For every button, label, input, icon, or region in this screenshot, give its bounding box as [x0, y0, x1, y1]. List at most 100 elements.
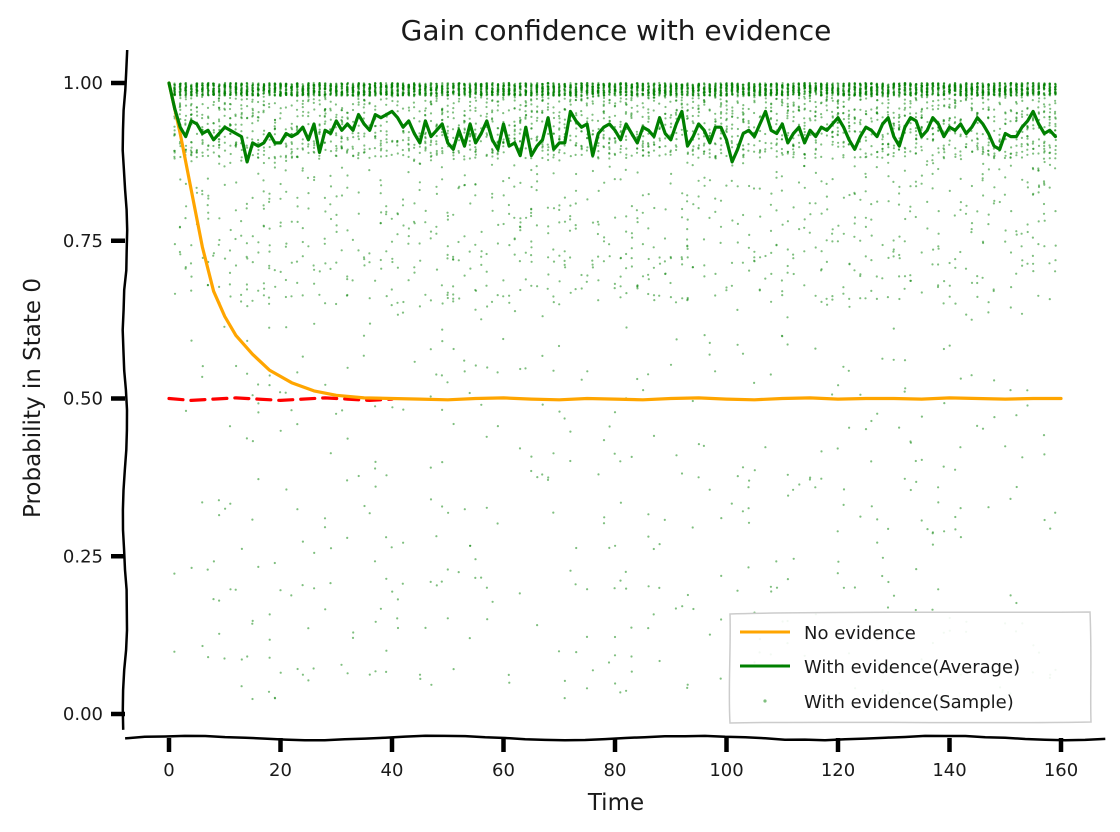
sample-point: [647, 193, 650, 196]
sample-point: [630, 99, 633, 102]
sample-point: [307, 627, 310, 630]
sample-point: [195, 106, 198, 109]
sample-point: [719, 83, 723, 86]
sample-point: [374, 84, 377, 87]
sample-point: [396, 617, 399, 620]
sample-point: [625, 103, 628, 106]
sample-point: [290, 220, 293, 223]
sample-point: [346, 94, 349, 97]
sample-point: [329, 109, 332, 112]
sample-point: [412, 101, 415, 104]
sample-point: [708, 633, 712, 636]
sample-point: [351, 147, 354, 150]
sample-point: [491, 87, 494, 90]
sample-point: [318, 103, 321, 106]
sample-point: [251, 440, 254, 443]
sample-point: [235, 181, 238, 184]
sample-point: [290, 409, 293, 412]
sample-point: [541, 94, 544, 97]
sample-point: [273, 696, 276, 699]
sample-point: [653, 143, 656, 146]
sample-point: [257, 116, 260, 119]
sample-point: [429, 230, 433, 233]
sample-point: [630, 97, 633, 100]
sample-point: [507, 673, 510, 677]
sample-point: [424, 142, 427, 145]
sample-point: [502, 138, 505, 141]
sample-point: [452, 82, 455, 85]
sample-point: [435, 92, 438, 95]
sample-point: [251, 92, 254, 95]
sample-point: [201, 126, 204, 129]
sample-point: [714, 93, 717, 97]
sample-point: [262, 190, 265, 193]
sample-point: [697, 89, 700, 92]
sample-point: [223, 183, 226, 186]
sample-point: [217, 99, 220, 102]
sample-point: [440, 166, 443, 169]
sample-point: [463, 359, 466, 362]
sample-point: [569, 459, 572, 463]
sample-point: [563, 417, 566, 420]
sample-point: [563, 88, 566, 91]
sample-point: [418, 110, 421, 113]
sample-point: [402, 89, 405, 92]
sample-point: [313, 151, 316, 154]
sample-point: [485, 94, 488, 97]
sample-point: [630, 88, 634, 91]
sample-point: [407, 242, 410, 245]
sample-point: [413, 89, 416, 93]
sample-point: [670, 172, 673, 175]
sample-point: [312, 90, 315, 93]
sample-point: [591, 221, 595, 224]
sample-point: [279, 94, 282, 97]
sample-point: [568, 229, 572, 232]
sample-point: [268, 227, 271, 230]
sample-point: [218, 217, 221, 220]
sample-point: [675, 82, 678, 85]
sample-point: [441, 328, 444, 331]
sample-point: [279, 270, 282, 273]
sample-point: [703, 176, 706, 179]
sample-point: [273, 155, 276, 159]
sample-point: [307, 245, 310, 248]
sample-point: [435, 192, 438, 195]
sample-point: [597, 127, 600, 131]
sample-point: [524, 101, 528, 104]
sample-point: [274, 86, 277, 89]
sample-point: [463, 94, 466, 97]
sample-point: [691, 153, 695, 156]
sample-point: [653, 88, 656, 91]
sample-point: [307, 86, 310, 89]
sample-point: [301, 87, 304, 90]
sample-point: [669, 88, 672, 91]
sample-point: [357, 135, 360, 138]
sample-point: [452, 85, 455, 88]
sample-point: [446, 83, 449, 86]
sample-point: [697, 83, 700, 87]
sample-point: [686, 94, 689, 97]
sample-point: [307, 143, 310, 146]
sample-point: [257, 142, 260, 145]
sample-point: [195, 151, 198, 154]
sample-point: [296, 205, 299, 208]
sample-point: [435, 134, 438, 138]
sample-point: [479, 114, 482, 117]
sample-point: [674, 301, 678, 304]
sample-point: [558, 208, 561, 211]
sample-point: [636, 217, 639, 220]
sample-point: [301, 355, 304, 358]
sample-point: [441, 82, 444, 85]
sample-point: [457, 259, 460, 262]
sample-point: [720, 618, 723, 621]
sample-point: [669, 296, 673, 299]
sample-point: [357, 474, 360, 478]
sample-point: [686, 238, 689, 241]
sample-point: [586, 588, 589, 591]
sample-point: [407, 138, 410, 142]
sample-point: [430, 92, 433, 95]
sample-point: [340, 135, 343, 138]
sample-point: [178, 85, 182, 88]
sample-point: [474, 106, 477, 109]
sample-point: [680, 96, 684, 99]
